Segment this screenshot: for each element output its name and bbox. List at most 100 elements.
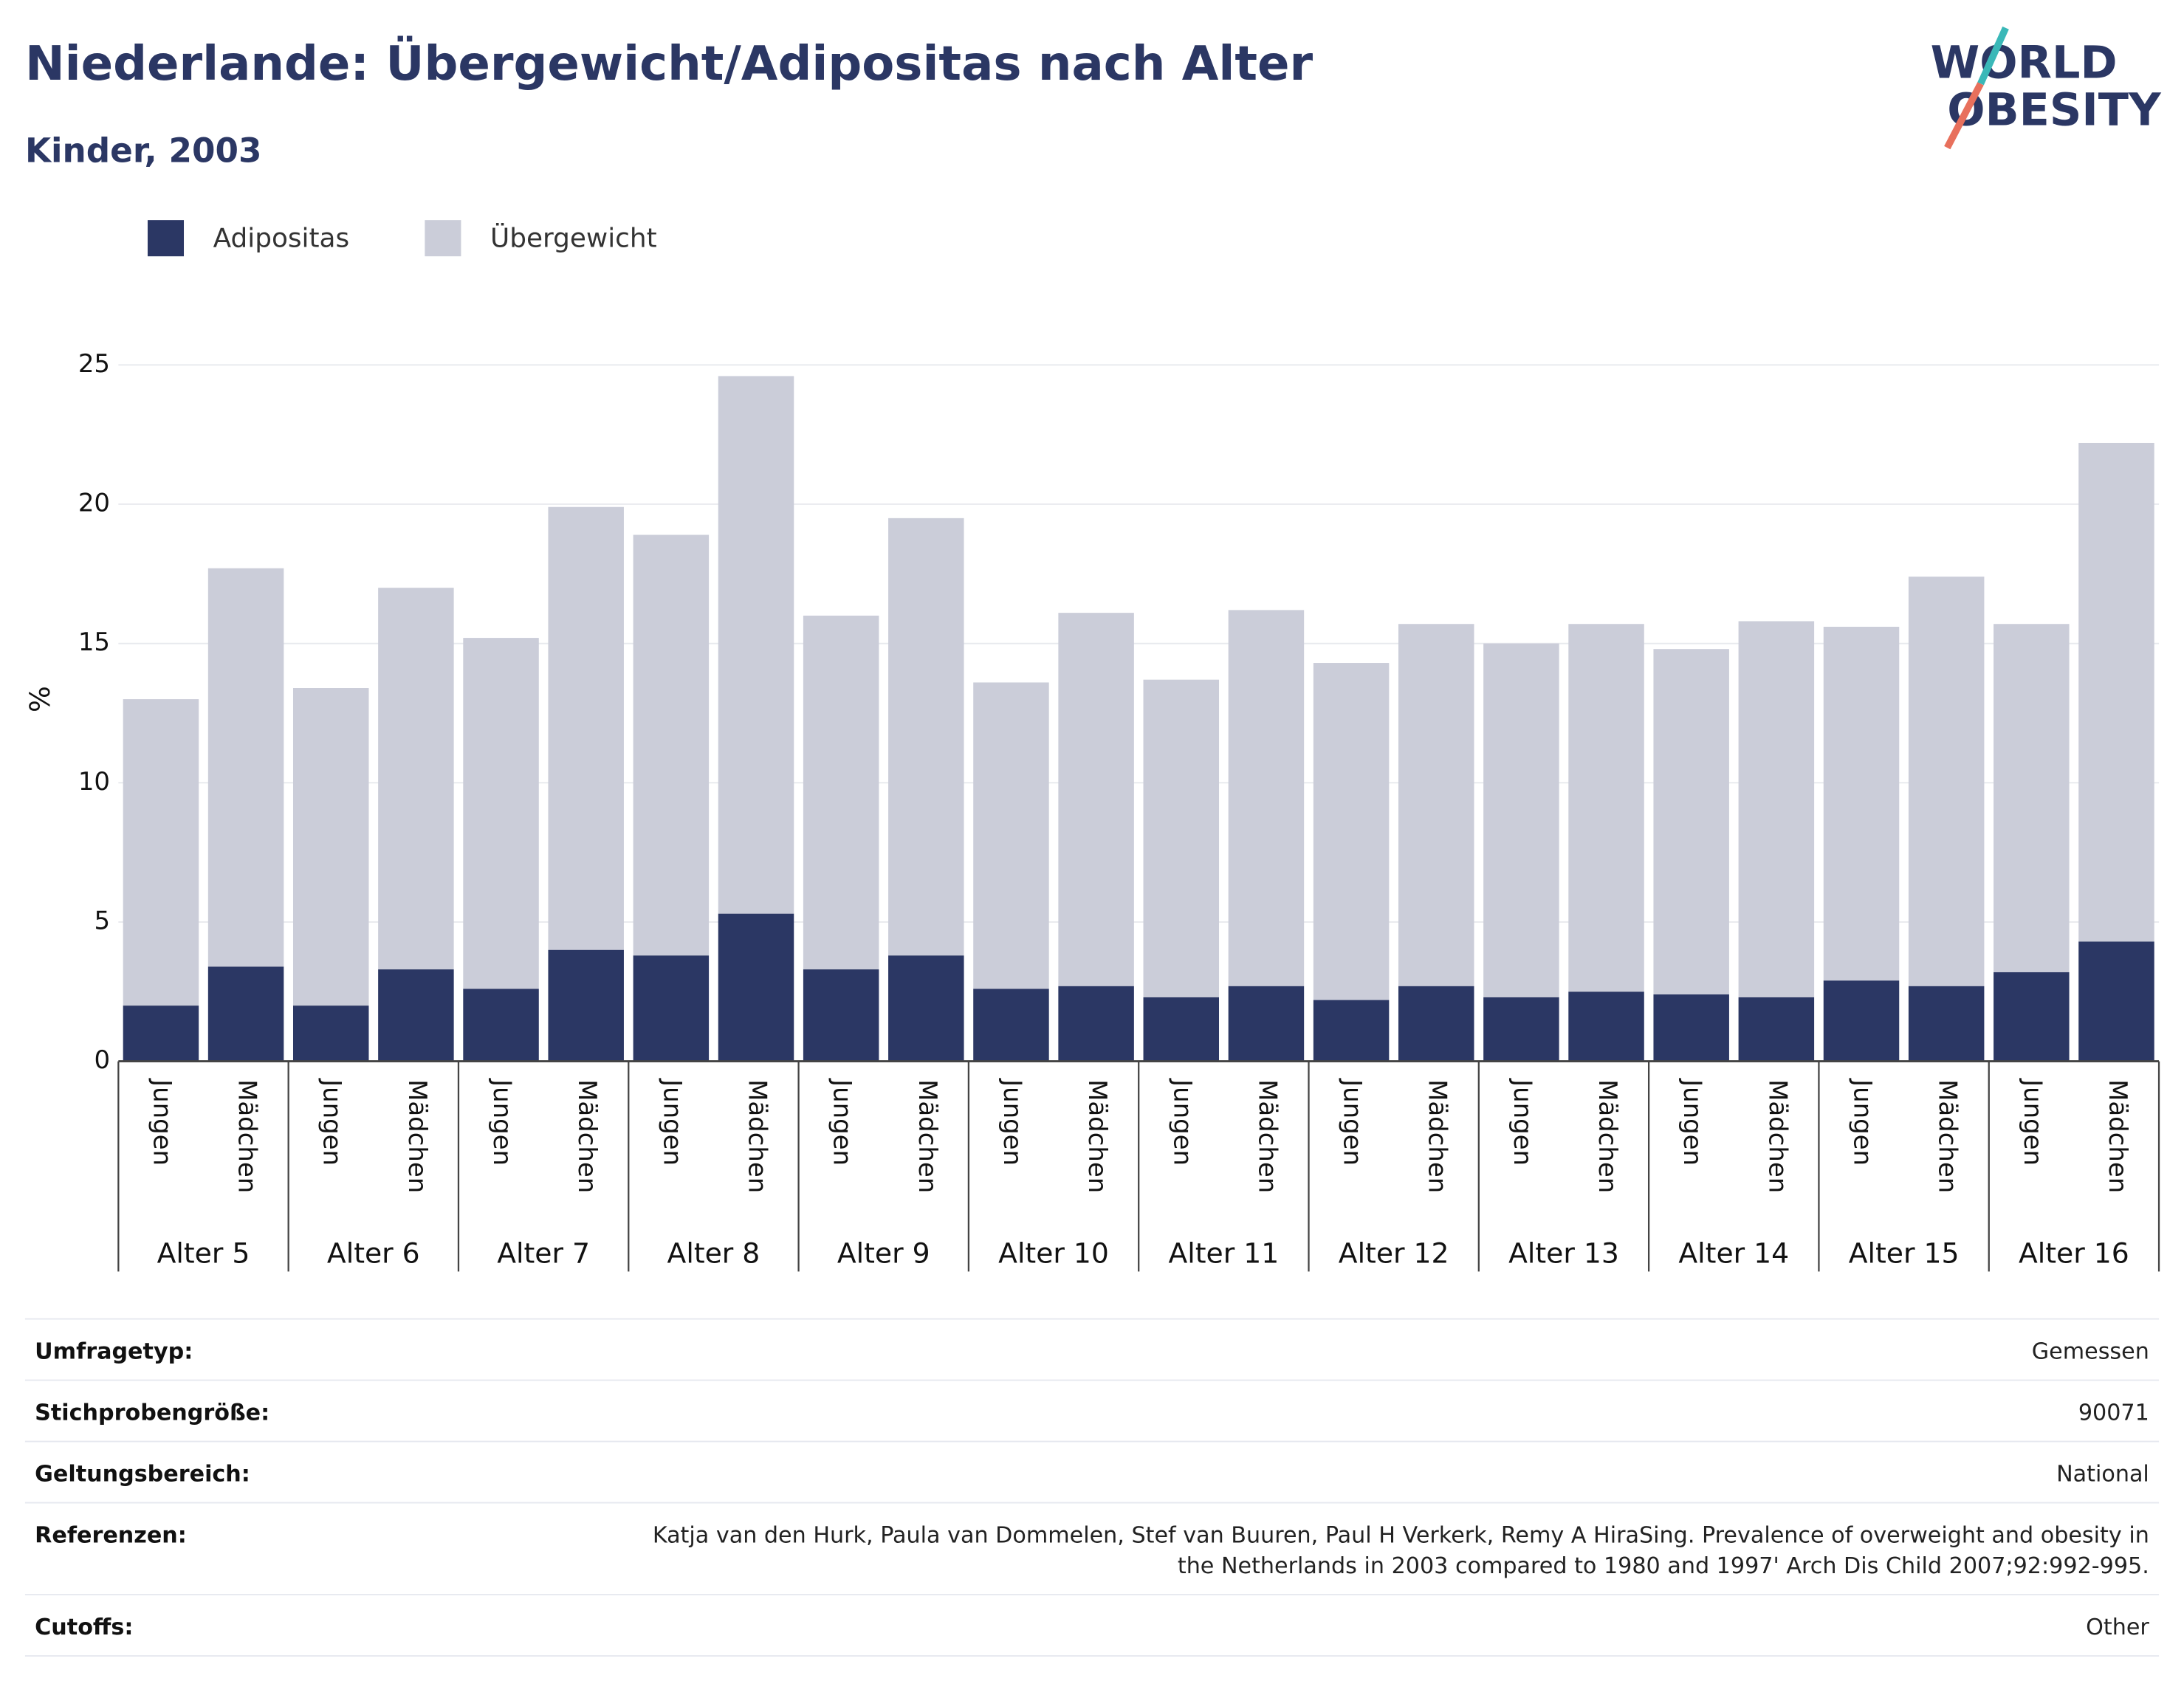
- bar-segment: [1058, 986, 1134, 1062]
- legend-swatch: [425, 220, 461, 257]
- detail-value: Gemessen: [2032, 1338, 2149, 1364]
- detail-value: 90071: [2078, 1400, 2149, 1426]
- x-tick-label: Jungen: [1848, 1078, 1878, 1166]
- logo-text: WORLD: [1931, 37, 2118, 89]
- x-tick-label: Mädchen: [1593, 1079, 1622, 1193]
- detail-label: Cutoffs:: [35, 1615, 133, 1640]
- bar-segment: [378, 588, 454, 970]
- y-tick-label: 10: [78, 767, 110, 797]
- bar-segment: [1483, 997, 1559, 1062]
- x-tick-label: Jungen: [1167, 1078, 1197, 1166]
- x-tick-label: Mädchen: [913, 1079, 942, 1193]
- y-tick-label: 15: [78, 628, 110, 657]
- bar-segment: [292, 1005, 369, 1062]
- legend-swatch: [147, 220, 185, 257]
- logo-slash: [1944, 82, 1984, 150]
- x-tick-label: Jungen: [1508, 1078, 1537, 1166]
- bar-segment: [718, 913, 794, 1062]
- detail-value: Katja van den Hurk, Paula van Dommelen, …: [653, 1522, 2149, 1548]
- bar-segment: [207, 966, 284, 1062]
- bar-segment: [633, 955, 710, 1062]
- x-tick-label: Jungen: [317, 1078, 347, 1166]
- y-tick-label: 25: [78, 349, 110, 379]
- bar-segment: [1653, 649, 1729, 995]
- bar-segment: [633, 534, 710, 956]
- bar-segment: [888, 518, 964, 956]
- group-label: Alter 6: [327, 1237, 420, 1269]
- bar-segment: [1143, 679, 1220, 997]
- bar-segment: [2078, 442, 2154, 942]
- x-tick-label: Mädchen: [233, 1079, 262, 1193]
- bar-segment: [1228, 610, 1305, 986]
- detail-label: Referenzen:: [35, 1522, 187, 1548]
- logo-text: OBESITY: [1947, 84, 2162, 136]
- bar-segment: [292, 687, 369, 1006]
- bar-segment: [1313, 663, 1390, 1000]
- legend-label: Übergewicht: [490, 223, 657, 254]
- bar-segment: [1738, 621, 1815, 997]
- bar-segment: [1823, 980, 1900, 1062]
- group-label: Alter 9: [837, 1237, 930, 1269]
- bar-segment: [803, 969, 879, 1062]
- group-label: Alter 10: [998, 1237, 1109, 1269]
- bar-segment: [1228, 986, 1305, 1062]
- bar-segment: [1653, 994, 1729, 1062]
- bar-segment: [207, 568, 284, 967]
- detail-label: Umfragetyp:: [35, 1338, 193, 1364]
- bar-segment: [548, 506, 624, 950]
- x-tick-label: Mädchen: [1082, 1079, 1112, 1193]
- x-tick-label: Jungen: [487, 1078, 517, 1166]
- x-tick-label: Jungen: [657, 1078, 687, 1166]
- y-tick-label: 20: [78, 488, 110, 518]
- detail-label: Stichprobengröße:: [35, 1400, 269, 1426]
- bar-segment: [463, 638, 539, 989]
- bar-segment: [718, 376, 794, 914]
- bar-segment: [1738, 997, 1815, 1062]
- bar-segment: [1994, 972, 2070, 1062]
- x-tick-label: Jungen: [147, 1078, 176, 1166]
- group-label: Alter 5: [157, 1237, 250, 1269]
- group-label: Alter 16: [2019, 1237, 2129, 1269]
- y-tick-label: 0: [94, 1045, 110, 1075]
- bar-segment: [973, 989, 1049, 1062]
- x-tick-label: Jungen: [828, 1078, 857, 1166]
- chart-title: Niederlande: Übergewicht/Adipositas nach…: [25, 35, 1314, 92]
- bar-segment: [1994, 624, 2070, 972]
- detail-value: the Netherlands in 2003 compared to 1980…: [1178, 1553, 2149, 1579]
- bar-segment: [378, 969, 454, 1062]
- x-tick-label: Mädchen: [1933, 1079, 1962, 1193]
- x-tick-label: Mädchen: [572, 1079, 602, 1193]
- x-tick-label: Mädchen: [743, 1079, 772, 1193]
- x-tick-label: Mädchen: [2103, 1079, 2132, 1193]
- bar-segment: [888, 955, 964, 1062]
- bar-segment: [803, 615, 879, 970]
- bar-segment: [548, 949, 624, 1062]
- y-axis-label: %: [24, 686, 56, 712]
- group-label: Alter 12: [1339, 1237, 1449, 1269]
- bar-segment: [1568, 991, 1644, 1062]
- bar-segment: [123, 1005, 199, 1062]
- group-label: Alter 8: [667, 1237, 760, 1269]
- bar-segment: [1568, 624, 1644, 992]
- bar-segment: [1823, 626, 1900, 981]
- bar-segment: [1483, 643, 1559, 997]
- bar-segment: [1143, 997, 1220, 1062]
- detail-label: Geltungsbereich:: [35, 1461, 250, 1487]
- bar-segment: [1398, 986, 1474, 1062]
- legend-label: Adipositas: [213, 224, 350, 254]
- x-tick-label: Mädchen: [1252, 1079, 1282, 1193]
- group-label: Alter 7: [497, 1237, 590, 1269]
- y-tick-label: 5: [94, 906, 110, 935]
- bar-segment: [973, 682, 1049, 989]
- bar-segment: [1313, 1000, 1390, 1062]
- x-tick-label: Mädchen: [402, 1079, 432, 1193]
- x-tick-label: Jungen: [1678, 1078, 1707, 1166]
- bar-segment: [463, 989, 539, 1062]
- logo-slash: [1977, 26, 2009, 86]
- bar-segment: [1398, 624, 1474, 986]
- x-tick-label: Jungen: [997, 1078, 1027, 1166]
- x-tick-label: Mädchen: [1423, 1079, 1452, 1193]
- group-label: Alter 15: [1849, 1237, 1960, 1269]
